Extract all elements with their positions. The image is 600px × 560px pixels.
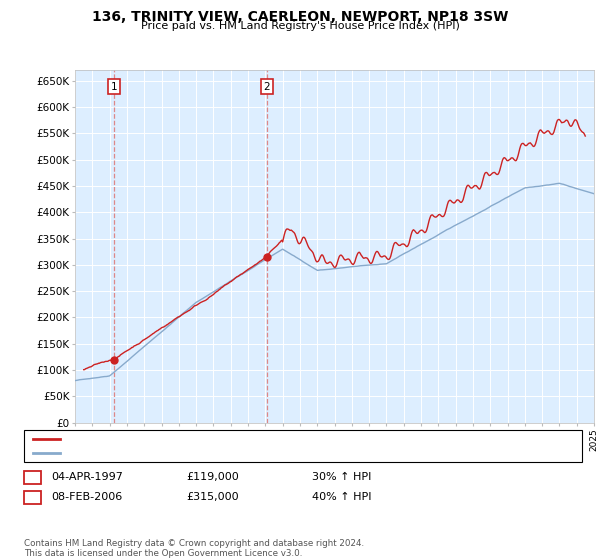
Text: Contains HM Land Registry data © Crown copyright and database right 2024.
This d: Contains HM Land Registry data © Crown c…	[24, 539, 364, 558]
Text: 136, TRINITY VIEW, CAERLEON, NEWPORT, NP18 3SW: 136, TRINITY VIEW, CAERLEON, NEWPORT, NP…	[92, 10, 508, 24]
Text: 1: 1	[111, 82, 118, 92]
Text: 40% ↑ HPI: 40% ↑ HPI	[312, 492, 371, 502]
Text: £315,000: £315,000	[186, 492, 239, 502]
Text: £119,000: £119,000	[186, 472, 239, 482]
Text: 04-APR-1997: 04-APR-1997	[51, 472, 123, 482]
Text: 2: 2	[264, 82, 271, 92]
Text: 2: 2	[29, 492, 36, 502]
Text: Price paid vs. HM Land Registry's House Price Index (HPI): Price paid vs. HM Land Registry's House …	[140, 21, 460, 31]
Text: 30% ↑ HPI: 30% ↑ HPI	[312, 472, 371, 482]
Text: 08-FEB-2006: 08-FEB-2006	[51, 492, 122, 502]
Text: HPI: Average price, detached house, Newport: HPI: Average price, detached house, Newp…	[63, 448, 300, 458]
Text: 1: 1	[29, 472, 36, 482]
Text: 136, TRINITY VIEW, CAERLEON, NEWPORT, NP18 3SW (detached house): 136, TRINITY VIEW, CAERLEON, NEWPORT, NP…	[63, 433, 436, 444]
